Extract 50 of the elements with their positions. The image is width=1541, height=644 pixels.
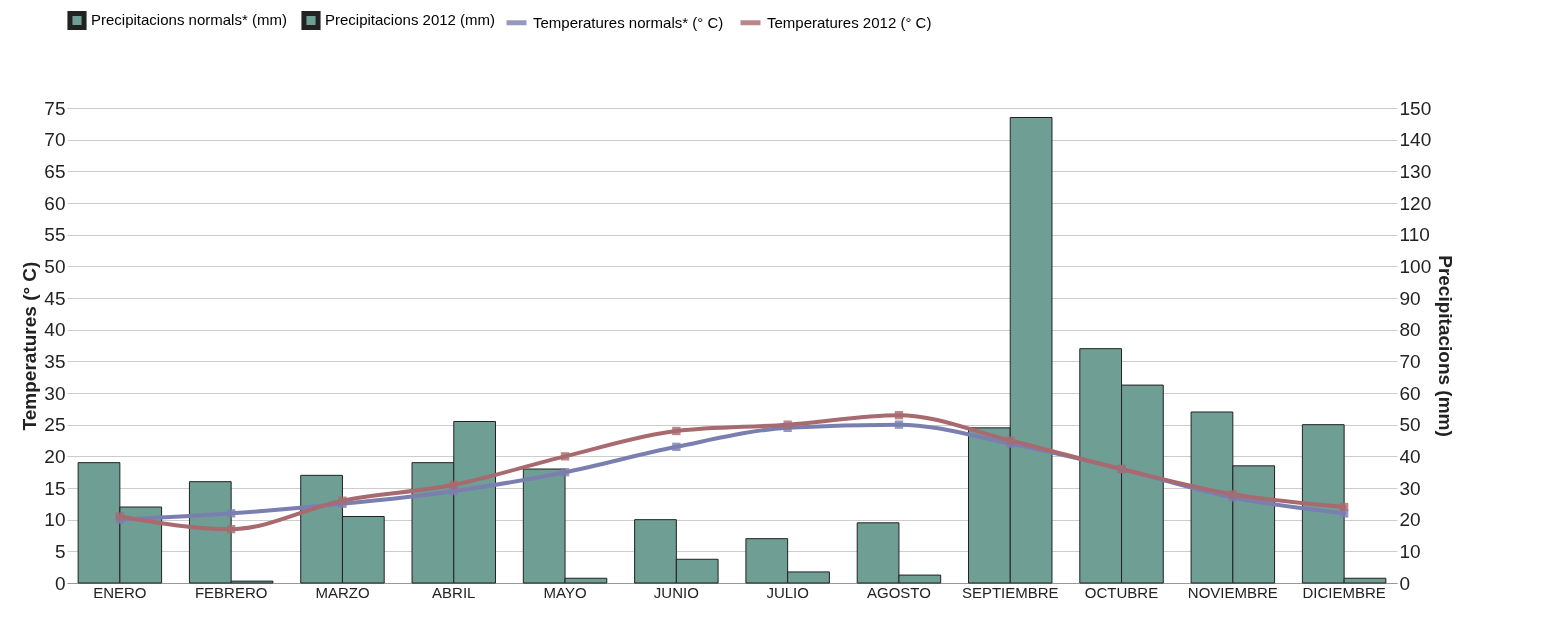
x-tick-label: ABRIL	[432, 583, 476, 601]
y2-tick-label: 90	[1399, 287, 1421, 309]
y2-tick-label: 60	[1399, 382, 1421, 404]
legend-label: Precipitacions normals* (mm)	[91, 11, 287, 29]
y-tick-label: 55	[44, 224, 66, 246]
y2-tick-label: 140	[1399, 129, 1432, 151]
x-tick-label: MARZO	[315, 583, 370, 601]
legend-label: Temperatures 2012 (° C)	[767, 13, 932, 31]
y2-tick-label: 100	[1399, 255, 1432, 277]
y2-tick-label: 0	[1399, 572, 1411, 594]
y-tick-label: 15	[44, 477, 66, 499]
y-tick-label: 65	[44, 160, 66, 182]
y-tick-label: 50	[44, 255, 66, 277]
x-tick-label: ENERO	[93, 583, 147, 601]
y-tick-label: 20	[44, 445, 66, 467]
x-tick-label: MAYO	[543, 583, 587, 601]
legend-label: Precipitacions 2012 (mm)	[325, 11, 496, 29]
y2-tick-label: 40	[1399, 445, 1421, 467]
y2-tick-label: 20	[1399, 509, 1421, 531]
x-tick-label: DICIEMBRE	[1302, 583, 1386, 601]
y-tick-label: 60	[44, 192, 66, 214]
x-tick-label: OCTUBRE	[1084, 583, 1159, 601]
y-tick-label: 25	[44, 414, 66, 436]
y-tick-label: 75	[44, 97, 66, 119]
y2-tick-label: 10	[1399, 540, 1421, 562]
y-tick-label: 45	[44, 287, 66, 309]
legend-label: Temperatures normals* (° C)	[533, 13, 724, 31]
y-tick-label: 10	[44, 509, 66, 531]
x-tick-label: FEBRERO	[194, 583, 268, 601]
y2-axis-title: Precipitacions (mm)	[1435, 255, 1457, 437]
y2-tick-label: 30	[1399, 477, 1421, 499]
y2-tick-label: 150	[1399, 97, 1432, 119]
x-tick-label: JUNIO	[653, 583, 699, 601]
y-tick-label: 30	[44, 382, 66, 404]
y-axis-title: Temperatures (° C)	[19, 261, 41, 431]
y2-tick-label: 70	[1399, 350, 1421, 372]
y2-tick-label: 80	[1399, 319, 1421, 341]
x-tick-label: NOVIEMBRE	[1187, 583, 1278, 601]
y-tick-label: 40	[44, 319, 66, 341]
x-tick-label: JULIO	[766, 583, 809, 601]
y-tick-label: 5	[54, 540, 66, 562]
y-tick-label: 70	[44, 129, 66, 151]
y2-tick-label: 110	[1399, 224, 1430, 246]
x-tick-label: SEPTIEMBRE	[961, 583, 1059, 601]
y-tick-label: 35	[44, 350, 66, 372]
y2-tick-label: 130	[1399, 160, 1432, 182]
y-tick-label: 0	[54, 572, 66, 594]
y2-tick-label: 50	[1399, 414, 1421, 436]
x-tick-label: AGOSTO	[866, 583, 931, 601]
y2-tick-label: 120	[1399, 192, 1432, 214]
